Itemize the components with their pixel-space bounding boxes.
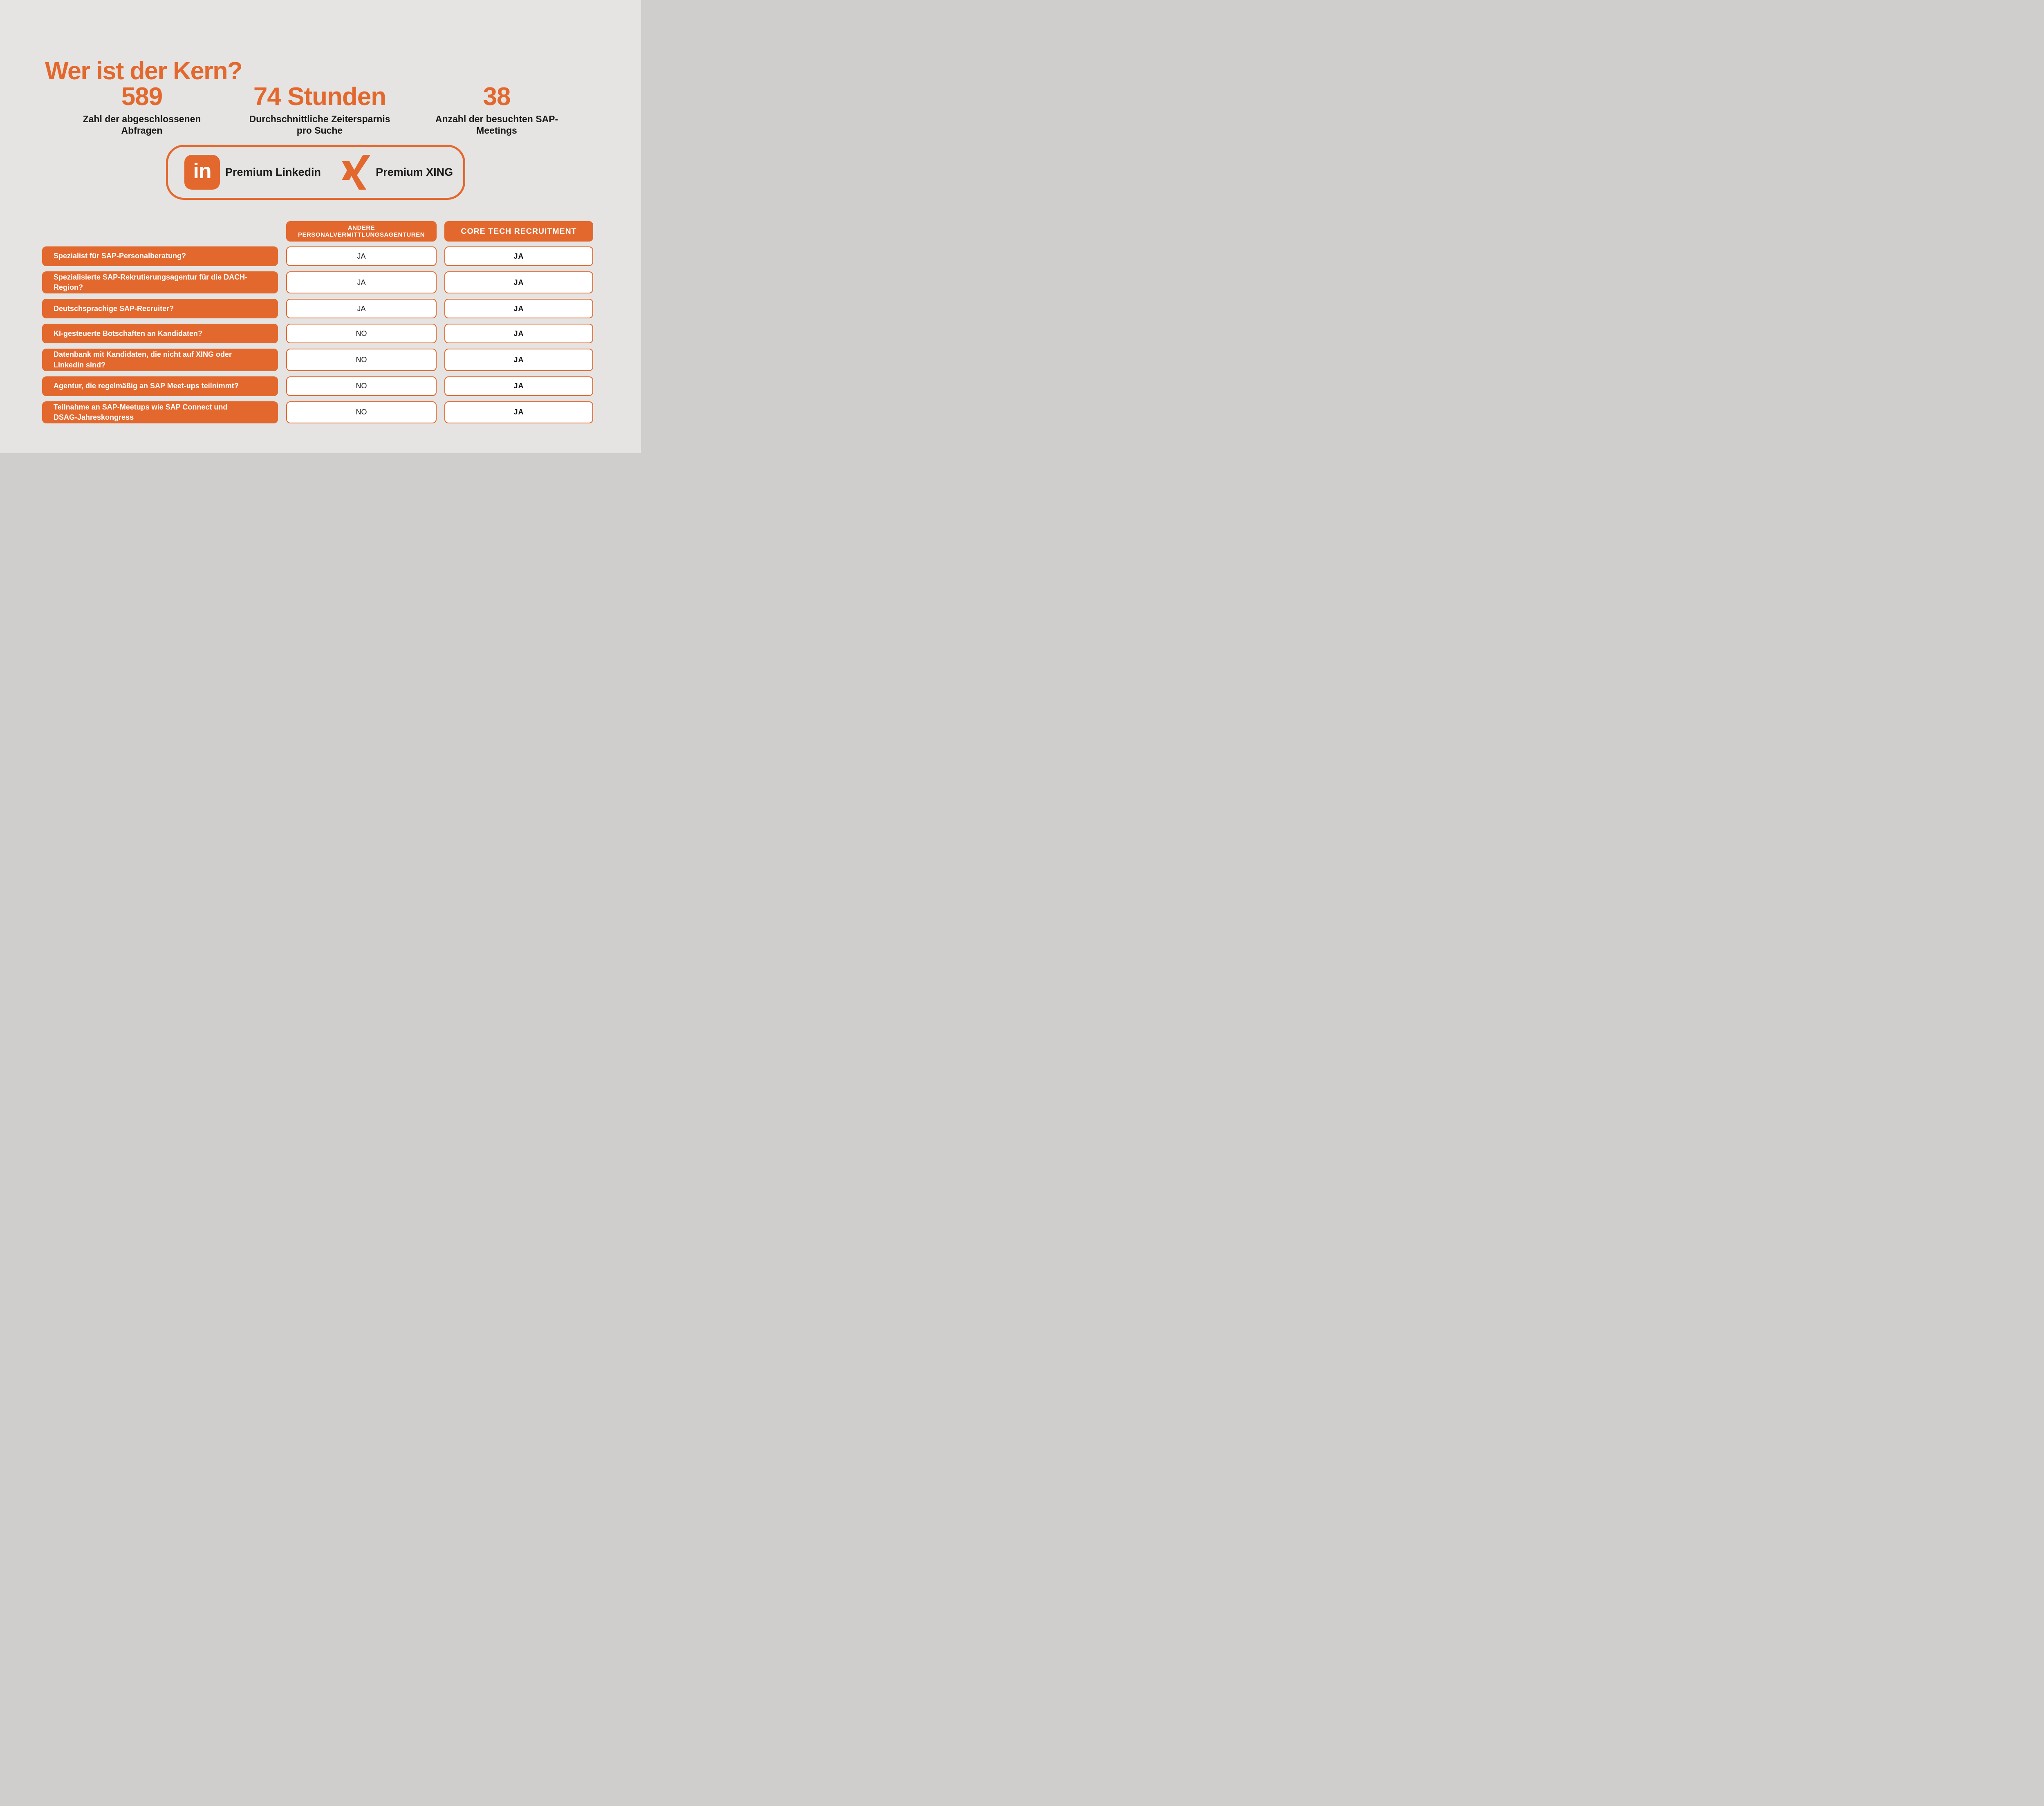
row-label: Datenbank mit Kandidaten, die nicht auf … (42, 349, 278, 371)
cell-other-agencies: JA (286, 246, 437, 266)
row-label: Agentur, die regelmäßig an SAP Meet-ups … (42, 376, 278, 396)
xing-icon (342, 155, 370, 190)
cell-core-tech: JA (444, 324, 593, 344)
stat-time-saved: 74 Stunden Durchschnittliche Zeitersparn… (230, 84, 410, 136)
cell-core-tech: JA (444, 376, 593, 396)
table-row: Spezialisierte SAP-Rekrutierungsagentur … (42, 271, 593, 294)
linkedin-icon: in (184, 155, 220, 190)
column-header-core-tech-recruitment: CORE TECH RECRUITMENT (444, 221, 593, 242)
cell-core-tech: JA (444, 401, 593, 424)
cell-other-agencies: JA (286, 271, 437, 294)
table-row: Deutschsprachige SAP-Recruiter? JA JA (42, 299, 593, 319)
stat-completed-queries: 589 Zahl der abgeschlossenen Abfragen (60, 84, 224, 136)
cell-other-agencies: NO (286, 376, 437, 396)
comparison-table: Spezialist für SAP-Personalberatung? JA … (42, 246, 593, 424)
table-row: Agentur, die regelmäßig an SAP Meet-ups … (42, 376, 593, 396)
stat-value: 589 (121, 83, 163, 111)
stat-value: 38 (483, 83, 511, 111)
row-label: Spezialisierte SAP-Rekrutierungsagentur … (42, 271, 278, 294)
infographic-page: Wer ist der Kern? 589 Zahl der abgeschlo… (0, 0, 641, 453)
cell-other-agencies: JA (286, 299, 437, 319)
cell-core-tech: JA (444, 349, 593, 371)
table-row: KI-gesteuerte Botschaften an Kandidaten?… (42, 324, 593, 344)
stat-label: Zahl der abgeschlossenen Abfragen (83, 114, 201, 136)
premium-linkedin-label: Premium Linkedin (225, 166, 321, 178)
page-title: Wer ist der Kern? (45, 57, 242, 85)
table-row: Spezialist für SAP-Personalberatung? JA … (42, 246, 593, 266)
table-row: Teilnahme an SAP-Meetups wie SAP Connect… (42, 401, 593, 424)
cell-core-tech: JA (444, 246, 593, 266)
row-label: Spezialist für SAP-Personalberatung? (42, 246, 278, 266)
cell-other-agencies: NO (286, 349, 437, 371)
row-label: KI-gesteuerte Botschaften an Kandidaten? (42, 324, 278, 344)
cell-core-tech: JA (444, 299, 593, 319)
stat-label: Anzahl der besuchten SAP- Meetings (435, 114, 558, 136)
row-label: Teilnahme an SAP-Meetups wie SAP Connect… (42, 401, 278, 424)
cell-other-agencies: NO (286, 324, 437, 344)
premium-xing-label: Premium XING (376, 166, 453, 178)
stat-sap-meetings: 38 Anzahl der besuchten SAP- Meetings (407, 84, 587, 136)
linkedin-icon-text: in (193, 159, 211, 183)
table-row: Datenbank mit Kandidaten, die nicht auf … (42, 349, 593, 371)
row-label: Deutschsprachige SAP-Recruiter? (42, 299, 278, 319)
cell-other-agencies: NO (286, 401, 437, 424)
stat-label: Durchschnittliche Zeitersparnis pro Such… (249, 114, 390, 136)
cell-core-tech: JA (444, 271, 593, 294)
premium-memberships-card: in Premium Linkedin Premium XING (166, 145, 465, 200)
stat-value: 74 Stunden (253, 83, 386, 111)
column-header-other-agencies: ANDERE PERSONALVERMITTLUNGSAGENTUREN (286, 221, 437, 242)
